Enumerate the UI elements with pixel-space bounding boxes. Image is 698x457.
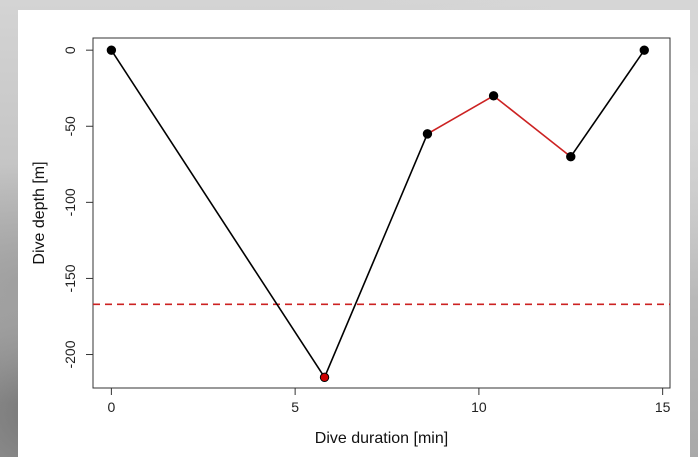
y-tick-label: 0: [62, 46, 78, 54]
y-axis-title: Dive depth [m]: [31, 161, 48, 264]
x-axis-title: Dive duration [min]: [315, 430, 448, 447]
plot-frame: [92, 37, 671, 389]
profile-segment: [427, 95, 494, 135]
data-point: [639, 45, 649, 55]
profile-segment: [323, 133, 429, 378]
profile-segment: [493, 95, 572, 158]
x-tick-label: 10: [471, 399, 487, 415]
data-point: [566, 151, 576, 162]
profile-segment: [570, 49, 645, 158]
y-tick-label: -150: [62, 264, 78, 292]
y-tick-label: -100: [62, 188, 78, 216]
data-point: [319, 372, 330, 383]
profile-segment: [110, 49, 326, 378]
x-tick-label: 0: [107, 399, 115, 415]
x-tick-label: 5: [291, 399, 299, 415]
x-tick-label: 15: [655, 399, 671, 415]
plot-panel: [18, 10, 690, 457]
y-tick-label: -50: [62, 116, 78, 136]
data-point: [106, 45, 117, 55]
data-point: [488, 91, 499, 101]
data-point: [422, 129, 433, 139]
y-tick-label: -200: [62, 340, 78, 368]
